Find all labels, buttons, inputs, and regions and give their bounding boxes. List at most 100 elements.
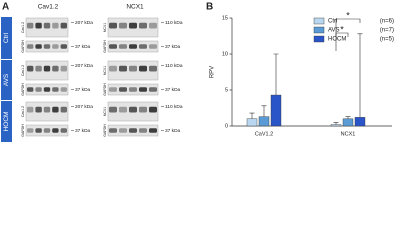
error-bar	[273, 53, 279, 96]
group-label: HOCM	[3, 112, 10, 132]
blot-band	[149, 106, 157, 113]
legend-note: (n=7)	[380, 28, 394, 34]
blot-band	[27, 128, 34, 133]
marker-label: 37 kDa	[75, 128, 91, 134]
blot-band	[109, 106, 117, 113]
blot-protein-label: GAPDH	[103, 83, 107, 96]
blot-band	[149, 44, 157, 49]
blot-band	[129, 65, 137, 72]
legend-note: (n=6)	[380, 19, 394, 25]
blot-band	[60, 106, 67, 113]
blot-band	[109, 65, 117, 72]
figure: A Cav1.2 NCX1 B RPV Ctrl Cav1.2 207 kDa GAP…	[1, 2, 394, 142]
blot-protein-label: GAPDH	[103, 124, 107, 137]
legend-swatch	[313, 17, 325, 25]
blot-band	[52, 44, 59, 49]
marker-label: 110 kDa	[165, 104, 183, 110]
marker-label: 37 kDa	[165, 87, 181, 93]
blot-band	[35, 22, 42, 29]
y-tick-label: 15	[222, 15, 228, 21]
legend-label: AVS	[328, 28, 340, 34]
blot-band	[52, 22, 59, 29]
bar	[342, 118, 354, 127]
blot-strip	[107, 83, 159, 96]
bar	[330, 124, 342, 127]
blot-band	[139, 87, 147, 92]
blot-protein-label: Cav1.2	[21, 65, 25, 76]
blot-protein-label: NCX1	[103, 66, 107, 75]
blot-band	[129, 87, 137, 92]
significance-bracket	[335, 32, 349, 51]
group-label: AVS	[3, 73, 10, 86]
blot-band	[35, 87, 42, 92]
error-bar	[333, 122, 339, 125]
blot-band	[109, 128, 117, 133]
blot-band	[52, 87, 59, 92]
error-bar	[261, 105, 267, 117]
legend-swatch	[313, 26, 325, 34]
blot-band	[43, 22, 51, 29]
blot-band	[119, 87, 127, 92]
significance-label: *	[346, 10, 350, 20]
blot-band	[119, 106, 127, 113]
blot-strip	[25, 101, 69, 122]
error-bar	[357, 33, 363, 118]
blot-band	[149, 87, 157, 92]
blot-band	[60, 22, 67, 29]
marker-label: 37 kDa	[75, 44, 91, 50]
marker-label: 207 kDa	[75, 20, 93, 26]
marker-label: 37 kDa	[165, 128, 181, 134]
blot-band	[119, 22, 127, 29]
blot-band	[27, 106, 34, 113]
blot-band	[27, 87, 34, 92]
bar	[246, 118, 258, 127]
column-header: NCX1	[126, 4, 144, 11]
blot-band	[60, 128, 67, 133]
blot-band	[35, 65, 42, 72]
error-bar	[345, 116, 351, 119]
marker-label: 110 kDa	[165, 20, 183, 26]
blot-band	[60, 65, 67, 72]
bar	[258, 116, 270, 127]
blot-band	[52, 128, 59, 133]
blot-band	[109, 44, 117, 49]
blot-band	[43, 87, 51, 92]
bar	[270, 94, 282, 127]
marker-label: 207 kDa	[75, 63, 93, 69]
y-axis-label: RPV	[210, 66, 216, 78]
blot-band	[60, 87, 67, 92]
blot-band	[139, 44, 147, 49]
legend-label: Ctrl	[328, 19, 337, 25]
legend-swatch	[313, 35, 325, 43]
blot-band	[43, 44, 51, 49]
marker-label: 37 kDa	[165, 44, 181, 50]
blot-band	[52, 65, 59, 72]
x-tick-label: CaV1.2	[255, 131, 273, 137]
blot-band	[149, 65, 157, 72]
blot-band	[119, 128, 127, 133]
x-tick-label: NCX1	[341, 131, 356, 137]
blot-band	[129, 128, 137, 133]
blot-band	[149, 22, 157, 29]
significance-bracket	[335, 18, 361, 37]
blot-band	[27, 65, 34, 72]
blot-band	[35, 128, 42, 133]
blot-band	[129, 44, 137, 49]
blot-band	[35, 44, 42, 49]
blot-protein-label: NCX1	[103, 23, 107, 32]
panel-label: A	[2, 2, 9, 13]
significance-label: *	[340, 24, 344, 34]
blot-protein-label: GAPDH	[21, 83, 25, 96]
blot-band	[129, 22, 137, 29]
error-bar	[249, 112, 255, 119]
marker-label: 110 kDa	[165, 63, 183, 69]
blot-band	[109, 22, 117, 29]
blot-protein-label: Cav1.2	[21, 106, 25, 117]
blot-strip	[25, 124, 69, 137]
blot-band	[35, 106, 42, 113]
blot-band	[27, 22, 34, 29]
blot-protein-label: GAPDH	[103, 40, 107, 53]
marker-label: 37 kDa	[75, 87, 91, 93]
blot-band	[139, 128, 147, 133]
blot-protein-label: NCX1	[103, 107, 107, 116]
